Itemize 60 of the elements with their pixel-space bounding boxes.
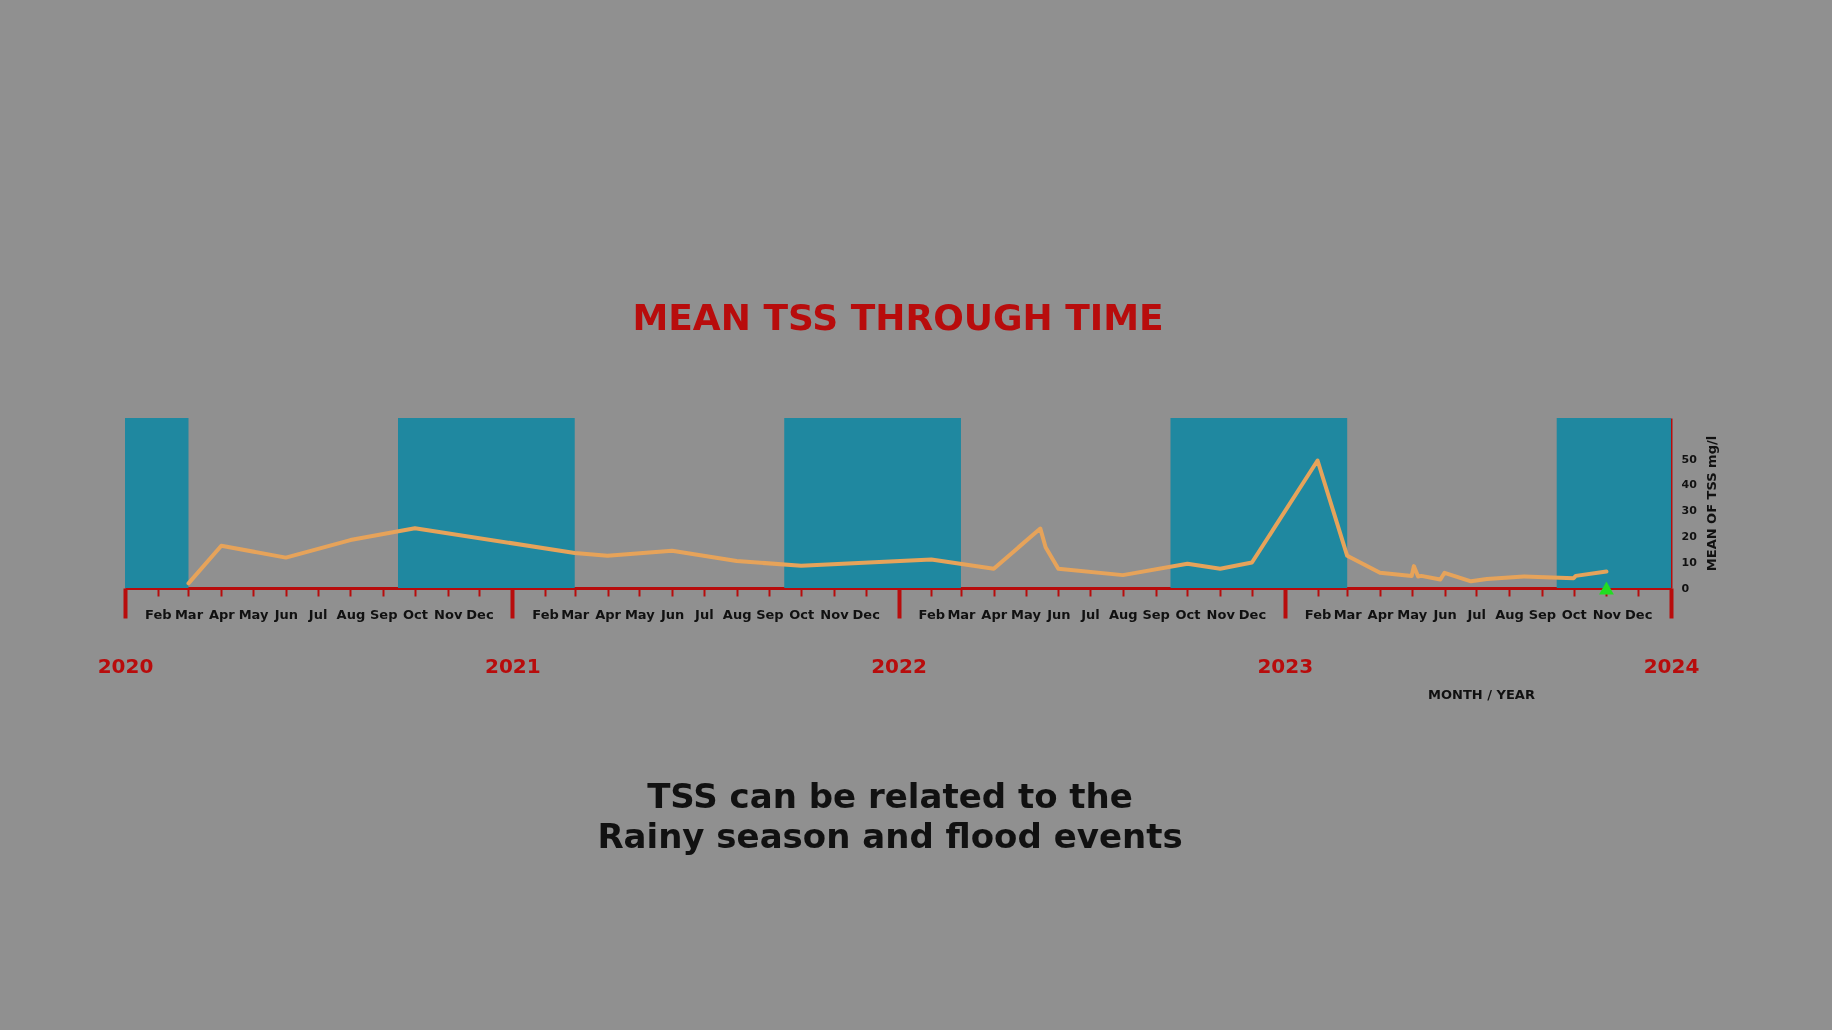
- chart-title: MEAN TSS THROUGH TIME: [632, 297, 1164, 338]
- x-tick-label: Dec: [466, 606, 494, 622]
- x-tick-label: Nov: [820, 606, 850, 622]
- x-tick-label: Oct: [1561, 606, 1587, 622]
- x-tick-label: Oct: [1175, 606, 1201, 622]
- y-tick-label: 50: [1681, 452, 1698, 466]
- x-tick-label: Feb: [532, 606, 559, 622]
- x-tick-label: Aug: [336, 606, 366, 622]
- x-tick-label: Jul: [694, 606, 714, 622]
- y-tick-label: 40: [1681, 478, 1698, 492]
- x2-tick-label: 2021: [484, 653, 541, 678]
- y-tick-label: 0: [1681, 581, 1690, 595]
- y-tick-label: 10: [1681, 555, 1698, 569]
- x2-tick-label: 2023: [1257, 653, 1314, 678]
- x-tick-label: Oct: [789, 606, 815, 622]
- x-tick-label: Dec: [1238, 606, 1267, 622]
- x-tick-label: Jul: [307, 606, 328, 622]
- x-tick-label: Sep: [1528, 606, 1557, 622]
- x-tick-label: Jul: [1466, 606, 1487, 622]
- x-tick-label: May: [1011, 606, 1042, 622]
- x2-tick-label: 2020: [97, 653, 154, 678]
- x-tick-label: May: [238, 606, 269, 622]
- x-tick-label: Dec: [852, 606, 880, 622]
- x-tick-label: Sep: [1142, 606, 1170, 622]
- x-tick-label: Jun: [1432, 606, 1457, 622]
- text: Rainy season and flood events: [597, 816, 1183, 856]
- x-tick-label: Mar: [174, 606, 204, 622]
- y-tick-label: 20: [1681, 529, 1698, 543]
- x-tick-label: Feb: [918, 606, 946, 622]
- x-tick-label: Aug: [1495, 606, 1524, 622]
- x-tick-label: Jul: [1080, 606, 1100, 622]
- x-tick-label: Nov: [1206, 606, 1236, 622]
- x-tick-label: Mar: [1333, 606, 1363, 622]
- x2-tick-label: 2024: [1643, 653, 1700, 678]
- x-tick-label: Sep: [756, 606, 784, 622]
- x-tick-label: Sep: [369, 606, 398, 622]
- x-tick-label: Apr: [595, 606, 622, 622]
- x-tick-label: Dec: [1625, 606, 1653, 622]
- x-tick-label: Apr: [208, 606, 236, 622]
- x-tick-label: Apr: [981, 606, 1008, 622]
- x-tick-label: May: [624, 606, 656, 622]
- x-tick-label: Feb: [145, 606, 172, 622]
- x-tick-label: Jun: [659, 606, 685, 622]
- text: TSS can be related to the: [647, 776, 1133, 816]
- x-tick-label: Nov: [434, 606, 463, 622]
- x-tick-label: Aug: [722, 606, 752, 622]
- x-tick-label: Aug: [1109, 606, 1138, 622]
- x-tick-label: Apr: [1367, 606, 1394, 622]
- x-tick-label: Mar: [561, 606, 590, 622]
- y-axis-title: MEAN OF TSS mg/l: [1703, 435, 1719, 572]
- x-tick-label: Mar: [947, 606, 977, 622]
- x-tick-label: May: [1397, 606, 1428, 622]
- x-tick-label: Feb: [1304, 606, 1332, 622]
- x-tick-label: Jun: [273, 606, 299, 622]
- y-tick-label: 30: [1681, 504, 1698, 518]
- x-axis-title: MONTH / YEAR: [1428, 686, 1535, 702]
- x-tick-label: Jun: [1046, 606, 1071, 622]
- x2-tick-label: 2022: [871, 653, 927, 678]
- x-tick-label: Oct: [402, 606, 428, 622]
- x-tick-label: Nov: [1592, 606, 1622, 622]
